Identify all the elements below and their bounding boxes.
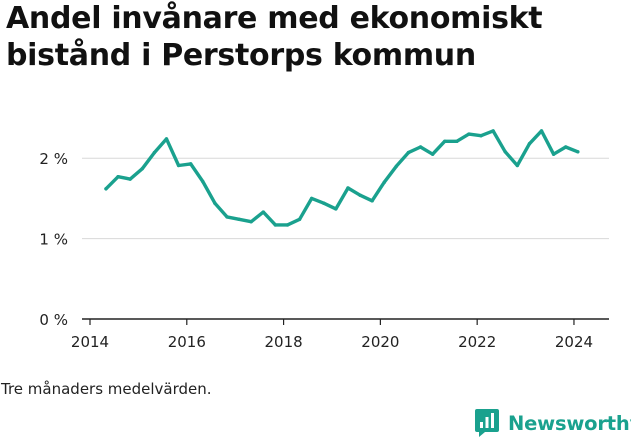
data-point xyxy=(261,210,265,214)
data-point xyxy=(152,150,157,155)
data-point xyxy=(116,175,120,179)
data-point xyxy=(164,137,169,141)
data-point xyxy=(503,150,507,154)
y-tick-label: 1 % xyxy=(39,231,68,249)
data-point xyxy=(285,223,290,227)
data-point xyxy=(576,150,580,154)
data-point xyxy=(128,177,132,181)
data-point xyxy=(201,179,205,184)
data-point xyxy=(430,152,435,156)
x-tick-label: 2022 xyxy=(458,333,496,351)
data-point xyxy=(346,186,350,190)
data-point xyxy=(539,129,544,133)
data-point xyxy=(479,134,483,138)
data-point xyxy=(309,196,314,201)
x-tick-label: 2014 xyxy=(71,333,109,351)
data-point xyxy=(237,217,241,222)
data-point xyxy=(176,163,181,168)
data-point xyxy=(382,180,386,185)
data-point xyxy=(225,215,229,219)
chart-title-line-1: Andel invånare med ekonomiskt xyxy=(6,1,543,36)
y-tick-label: 0 % xyxy=(39,311,68,329)
data-point xyxy=(334,207,338,211)
data-point xyxy=(273,223,278,227)
data-point xyxy=(455,139,459,144)
data-point xyxy=(249,220,253,224)
chart-title-line-2: bistånd i Perstorps kommun xyxy=(6,38,476,73)
brand-logo[interactable]: Newsworthy xyxy=(474,405,631,441)
data-point xyxy=(140,166,144,171)
data-point xyxy=(104,187,108,191)
data-point xyxy=(418,145,423,149)
x-tick-label: 2016 xyxy=(168,333,206,351)
data-point xyxy=(297,217,302,222)
data-point xyxy=(515,163,520,168)
series-layer xyxy=(104,129,580,227)
data-point xyxy=(467,132,471,136)
data-point xyxy=(188,162,193,166)
data-point xyxy=(527,142,532,146)
x-tick-label: 2018 xyxy=(264,333,302,351)
gridlines: 0 % 1 % 2 % xyxy=(39,150,609,329)
y-tick-label: 2 % xyxy=(39,150,68,168)
data-point xyxy=(551,152,556,156)
line-chart: 0 % 1 % 2 % 2014 2016 2018 2020 2022 2024 xyxy=(39,129,609,351)
x-axis: 2014 2016 2018 2020 2022 2024 xyxy=(71,319,593,351)
x-tick-label: 2024 xyxy=(555,333,593,351)
data-point xyxy=(406,150,411,155)
data-point xyxy=(564,145,568,149)
data-point xyxy=(358,193,362,197)
x-tick-label: 2020 xyxy=(361,333,399,351)
data-point xyxy=(491,129,495,133)
brand-name: Newsworthy xyxy=(508,411,631,435)
newsworthy-logo-icon xyxy=(475,409,499,437)
data-point xyxy=(443,139,447,144)
footnote: Tre månaders medelvärden. xyxy=(1,380,212,398)
data-point xyxy=(213,201,217,205)
data-point xyxy=(394,164,399,168)
series-line-0 xyxy=(104,129,580,227)
chart-title: Andel invånare med ekonomiskt bistånd i … xyxy=(6,0,626,74)
data-point xyxy=(322,201,326,205)
data-point xyxy=(370,199,374,203)
